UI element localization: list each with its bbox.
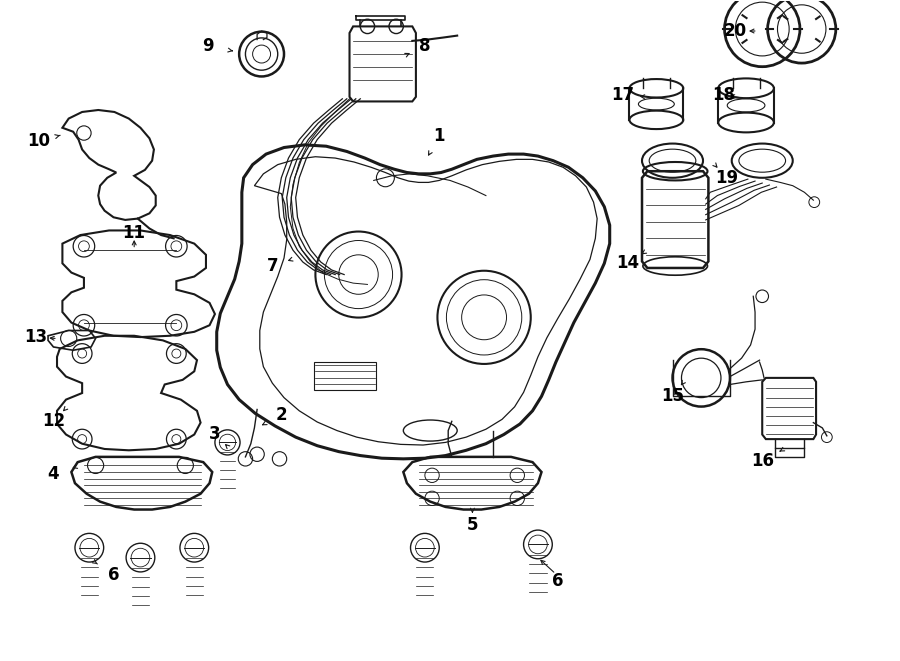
Text: 2: 2 [275, 406, 287, 424]
Text: 18: 18 [712, 86, 735, 104]
Text: 19: 19 [715, 169, 738, 187]
Text: 9: 9 [202, 37, 213, 55]
Text: 4: 4 [48, 465, 59, 483]
Text: 13: 13 [24, 328, 47, 346]
Text: 20: 20 [724, 22, 747, 40]
Text: 5: 5 [467, 516, 478, 533]
Text: 3: 3 [209, 426, 220, 444]
Text: 15: 15 [661, 387, 684, 405]
Text: 14: 14 [616, 254, 639, 272]
Text: 6: 6 [108, 566, 120, 584]
Text: 10: 10 [28, 132, 50, 150]
Text: 7: 7 [266, 257, 278, 275]
Text: 11: 11 [122, 224, 146, 242]
Text: 16: 16 [751, 452, 774, 470]
Text: 12: 12 [42, 412, 65, 430]
Text: 1: 1 [434, 128, 445, 145]
Text: 6: 6 [552, 572, 563, 590]
Text: 17: 17 [611, 86, 634, 104]
Text: 8: 8 [419, 37, 430, 55]
